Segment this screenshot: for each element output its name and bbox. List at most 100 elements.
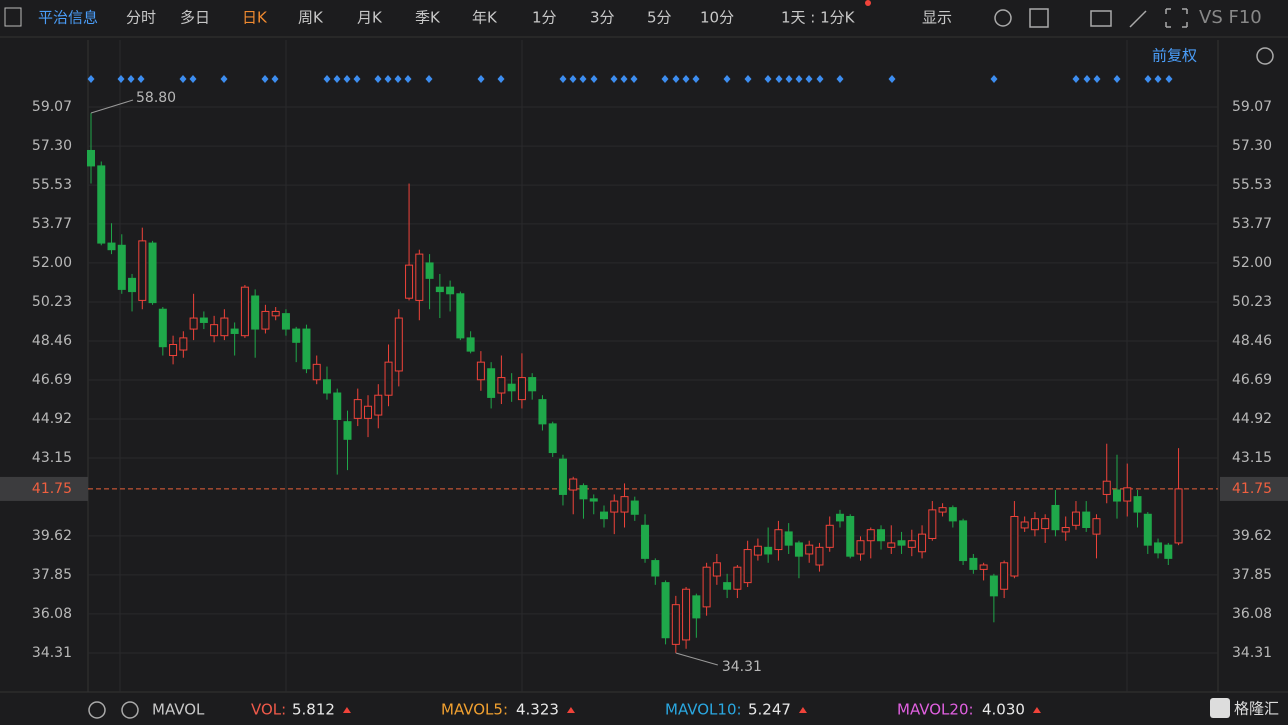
period-tab[interactable]: 年K <box>472 9 498 27</box>
candle-body <box>1174 488 1183 544</box>
y2-tick-label: 39.62 <box>1232 528 1272 544</box>
event-marker[interactable] <box>333 75 341 83</box>
event-marker[interactable] <box>404 75 412 83</box>
event-marker[interactable] <box>816 75 824 83</box>
event-marker[interactable] <box>374 75 382 83</box>
event-marker[interactable] <box>620 75 628 83</box>
event-marker[interactable] <box>559 75 567 83</box>
vs-f10[interactable]: VS F10 <box>1199 7 1262 28</box>
event-marker[interactable] <box>425 75 433 83</box>
event-marker[interactable] <box>271 75 279 83</box>
candle-body <box>364 405 373 419</box>
event-marker[interactable] <box>764 75 772 83</box>
indicator-value: 4.030 <box>982 701 1025 719</box>
event-marker[interactable] <box>795 75 803 83</box>
event-marker[interactable] <box>127 75 135 83</box>
ind-settings-icon[interactable] <box>88 701 106 719</box>
candle-body <box>1102 480 1111 495</box>
event-marker[interactable] <box>785 75 793 83</box>
event-marker[interactable] <box>323 75 331 83</box>
period-select[interactable]: 1天 : 1分K <box>781 9 856 27</box>
toolbar-icons <box>88 8 1274 719</box>
event-marker[interactable] <box>672 75 680 83</box>
trend-arrow <box>342 707 351 713</box>
event-marker[interactable] <box>261 75 269 83</box>
event-marker[interactable] <box>888 75 896 83</box>
event-marker[interactable] <box>394 75 402 83</box>
layout-icon[interactable] <box>1029 8 1049 28</box>
event-marker[interactable] <box>1093 75 1101 83</box>
event-marker[interactable] <box>990 75 998 83</box>
event-marker[interactable] <box>1072 75 1080 83</box>
y-tick-label: 39.62 <box>32 528 72 544</box>
event-marker[interactable] <box>1113 75 1121 83</box>
event-marker[interactable] <box>661 75 669 83</box>
candle-body <box>466 337 475 352</box>
candle-body <box>835 513 844 522</box>
adjust-mode[interactable]: 前复权 <box>1152 47 1197 65</box>
event-marker[interactable] <box>723 75 731 83</box>
menu-icon[interactable] <box>4 7 22 27</box>
candle-body <box>682 588 691 641</box>
period-tab[interactable]: 日K <box>242 9 268 27</box>
event-marker[interactable] <box>189 75 197 83</box>
event-marker[interactable] <box>692 75 700 83</box>
candle-body <box>1000 562 1009 590</box>
candle-body <box>312 363 321 381</box>
candle-body <box>600 511 608 520</box>
indicator-name: MAVOL20: <box>897 701 974 719</box>
stock-name[interactable]: 平治信息 <box>38 9 98 27</box>
candle-body <box>333 392 342 420</box>
event-marker[interactable] <box>477 75 485 83</box>
period-tab[interactable]: 分时 <box>126 9 156 27</box>
event-marker[interactable] <box>1083 75 1091 83</box>
event-marker[interactable] <box>836 75 844 83</box>
event-marker[interactable] <box>384 75 392 83</box>
event-marker[interactable] <box>1165 75 1173 83</box>
period-tab[interactable]: 月K <box>357 9 383 27</box>
event-marker[interactable] <box>117 75 125 83</box>
event-marker[interactable] <box>682 75 690 83</box>
settings-icon[interactable] <box>994 9 1012 27</box>
event-marker[interactable] <box>353 75 361 83</box>
indicator-name[interactable]: MAVOL <box>152 701 205 719</box>
event-marker[interactable] <box>744 75 752 83</box>
y2-tick-label: 43.15 <box>1232 450 1272 466</box>
event-marker[interactable] <box>87 75 95 83</box>
candle-body <box>528 377 537 392</box>
zoom-out-icon[interactable] <box>1256 47 1274 65</box>
event-marker[interactable] <box>775 75 783 83</box>
camera-icon[interactable] <box>1090 10 1112 27</box>
event-marker[interactable] <box>610 75 618 83</box>
fullscreen-icon[interactable] <box>1165 8 1188 28</box>
high-leader <box>90 99 134 114</box>
period-tab[interactable]: 多日 <box>180 9 210 27</box>
ind-close-icon[interactable] <box>121 701 139 719</box>
candle-body <box>169 344 178 357</box>
event-marker[interactable] <box>179 75 187 83</box>
event-marker[interactable] <box>137 75 145 83</box>
event-marker[interactable] <box>497 75 505 83</box>
event-marker[interactable] <box>630 75 638 83</box>
period-tab[interactable]: 10分 <box>700 9 734 27</box>
event-marker[interactable] <box>1144 75 1152 83</box>
event-marker[interactable] <box>569 75 577 83</box>
event-marker[interactable] <box>220 75 228 83</box>
event-marker[interactable] <box>343 75 351 83</box>
y-tick-label: 50.23 <box>32 294 72 310</box>
period-tab[interactable]: 1分 <box>532 9 557 27</box>
draw-icon[interactable] <box>1129 10 1147 28</box>
candle-body <box>271 310 280 317</box>
candle-body <box>1061 527 1070 533</box>
period-tab[interactable]: 5分 <box>647 9 672 27</box>
event-marker[interactable] <box>579 75 587 83</box>
event-marker[interactable] <box>805 75 813 83</box>
event-marker[interactable] <box>590 75 598 83</box>
period-tab[interactable]: 周K <box>298 9 324 27</box>
period-tab[interactable]: 3分 <box>590 9 615 27</box>
candle-body <box>374 394 383 416</box>
event-marker[interactable] <box>1154 75 1162 83</box>
period-tab[interactable]: 季K <box>415 9 441 27</box>
display-menu[interactable]: 显示 <box>922 9 952 27</box>
candle-body <box>856 540 865 555</box>
